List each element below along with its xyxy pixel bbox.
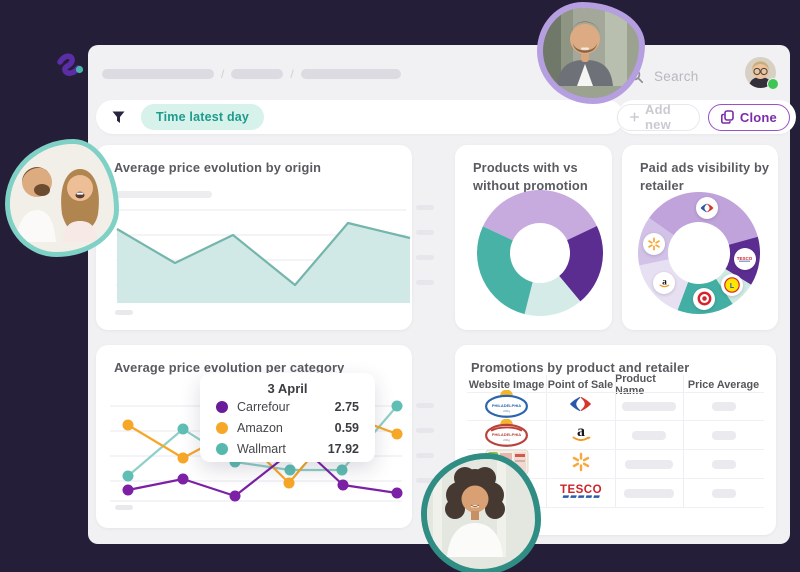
series-value: 2.75 [334, 399, 359, 414]
online-status-badge [767, 78, 779, 90]
brand-logo-icon [57, 53, 84, 76]
series-name: Amazon [237, 420, 283, 435]
svg-text:TESCO: TESCO [737, 256, 753, 261]
svg-text:a: a [577, 423, 585, 440]
x-axis-placeholder [115, 310, 133, 315]
card-title: Promotions by product and retailer [471, 360, 690, 375]
filter-bar: Time latest day [96, 100, 624, 134]
card-price-evolution-by-origin: Average price evolution by origin [96, 145, 412, 330]
tesco-logo: TESCO [556, 482, 606, 505]
svg-text:PHILADELPHIA: PHILADELPHIA [492, 431, 521, 436]
svg-text:PHILADELPHIA: PHILADELPHIA [492, 402, 521, 407]
philadelphia-blue-logo: PHILADELPHIA 200g [483, 389, 530, 424]
svg-text:a: a [662, 278, 667, 288]
price-average-placeholder [711, 489, 736, 498]
product-name-placeholder [624, 489, 674, 498]
walmart-logo [571, 452, 591, 477]
series-color-dot [216, 442, 228, 455]
decorative-avatar-woman [421, 453, 541, 572]
amazon-logo: a [570, 423, 592, 448]
card-title: Products with vs without promotion [473, 160, 588, 193]
plus-icon [630, 112, 640, 122]
area-chart [116, 209, 411, 303]
card-price-evolution-per-category: Average price evolution per category 3 A… [96, 345, 412, 528]
filter-funnel-icon[interactable] [112, 111, 125, 124]
svg-text:L: L [730, 283, 735, 290]
filter-chip-time[interactable]: Time latest day [141, 104, 265, 130]
column-header: Price Average [687, 379, 760, 391]
tooltip-row: Wallmart 17.92 [200, 438, 375, 459]
lidl-logo: L [721, 273, 744, 296]
dashboard-window: / / Search [88, 45, 796, 544]
breadcrumb-item-placeholder [300, 69, 401, 79]
column-header: Product Name [615, 373, 656, 397]
breadcrumb-item-placeholder [102, 69, 214, 79]
price-average-placeholder [711, 402, 736, 411]
tooltip-row: Amazon 0.59 [200, 417, 375, 438]
series-value: 17.92 [327, 441, 359, 456]
breadcrumb-separator: / [290, 67, 294, 81]
breadcrumb-separator: / [221, 67, 225, 81]
card-title: Average price evolution by origin [114, 160, 322, 175]
product-name-placeholder [622, 402, 676, 411]
chart-tooltip: 3 April Carrefour 2.75 Amazon 0.59 Wallmart 1… [200, 373, 375, 470]
series-color-dot [216, 421, 228, 434]
svg-text:200g: 200g [503, 437, 510, 441]
search-placeholder: Search [654, 68, 699, 84]
tooltip-row: Carrefour 2.75 [200, 396, 375, 417]
add-new-label: Add new [645, 102, 671, 132]
price-average-placeholder [711, 460, 736, 469]
table-row: TESCO [455, 479, 776, 508]
card-title: Average price evolution per category [114, 360, 345, 375]
card-title: Paid ads visibility by retailer [640, 160, 770, 193]
walmart-logo [642, 232, 665, 255]
donut-chart-promotion [476, 190, 603, 317]
column-header: Point of Sale [547, 379, 614, 391]
amazon-logo: a [653, 271, 676, 294]
column-header: Website Image [468, 379, 545, 391]
y-axis-tick-placeholders [416, 205, 434, 285]
series-name: Carrefour [237, 399, 290, 414]
clone-button[interactable]: Clone [707, 103, 790, 131]
user-avatar[interactable] [745, 57, 776, 88]
table-row: PHILADELPHIA 200g a [455, 418, 776, 453]
series-color-dot [216, 400, 228, 413]
tooltip-date: 3 April [267, 381, 308, 396]
series-value: 0.59 [334, 420, 359, 435]
svg-text:200g: 200g [503, 408, 510, 412]
decorative-avatar-couple [5, 139, 119, 257]
carrefour-logo [569, 396, 592, 417]
tesco-logo: TESCO [733, 248, 756, 271]
target-logo [693, 287, 716, 310]
clone-label: Clone [739, 109, 777, 125]
series-name: Wallmart [237, 441, 286, 456]
svg-text:TESCO: TESCO [559, 484, 601, 496]
table-body: PHILADELPHIA 200g PHILADELPHIA 200g a TESCO [455, 389, 776, 508]
legend-placeholder [116, 191, 212, 198]
copy-icon [720, 110, 734, 124]
price-average-placeholder [711, 431, 736, 440]
philadelphia-red-logo: PHILADELPHIA 200g [483, 418, 530, 453]
product-name-placeholder [625, 460, 673, 469]
actions-bar: Add new Clone [617, 100, 796, 134]
y-axis-tick-placeholders [416, 403, 434, 483]
carrefour-logo [695, 196, 718, 219]
breadcrumb-item-placeholder [231, 69, 284, 79]
decorative-avatar-man [537, 2, 645, 104]
breadcrumb: / / [102, 67, 401, 81]
product-name-placeholder [632, 431, 666, 440]
table-header: Website Image Point of Sale Product Name… [455, 373, 776, 397]
table-row: PHILADELPHIA 200g [455, 389, 776, 424]
add-new-button[interactable]: Add new [617, 102, 700, 132]
x-axis-placeholder [115, 505, 133, 510]
card-products-promotion: Products with vs without promotion [455, 145, 612, 330]
